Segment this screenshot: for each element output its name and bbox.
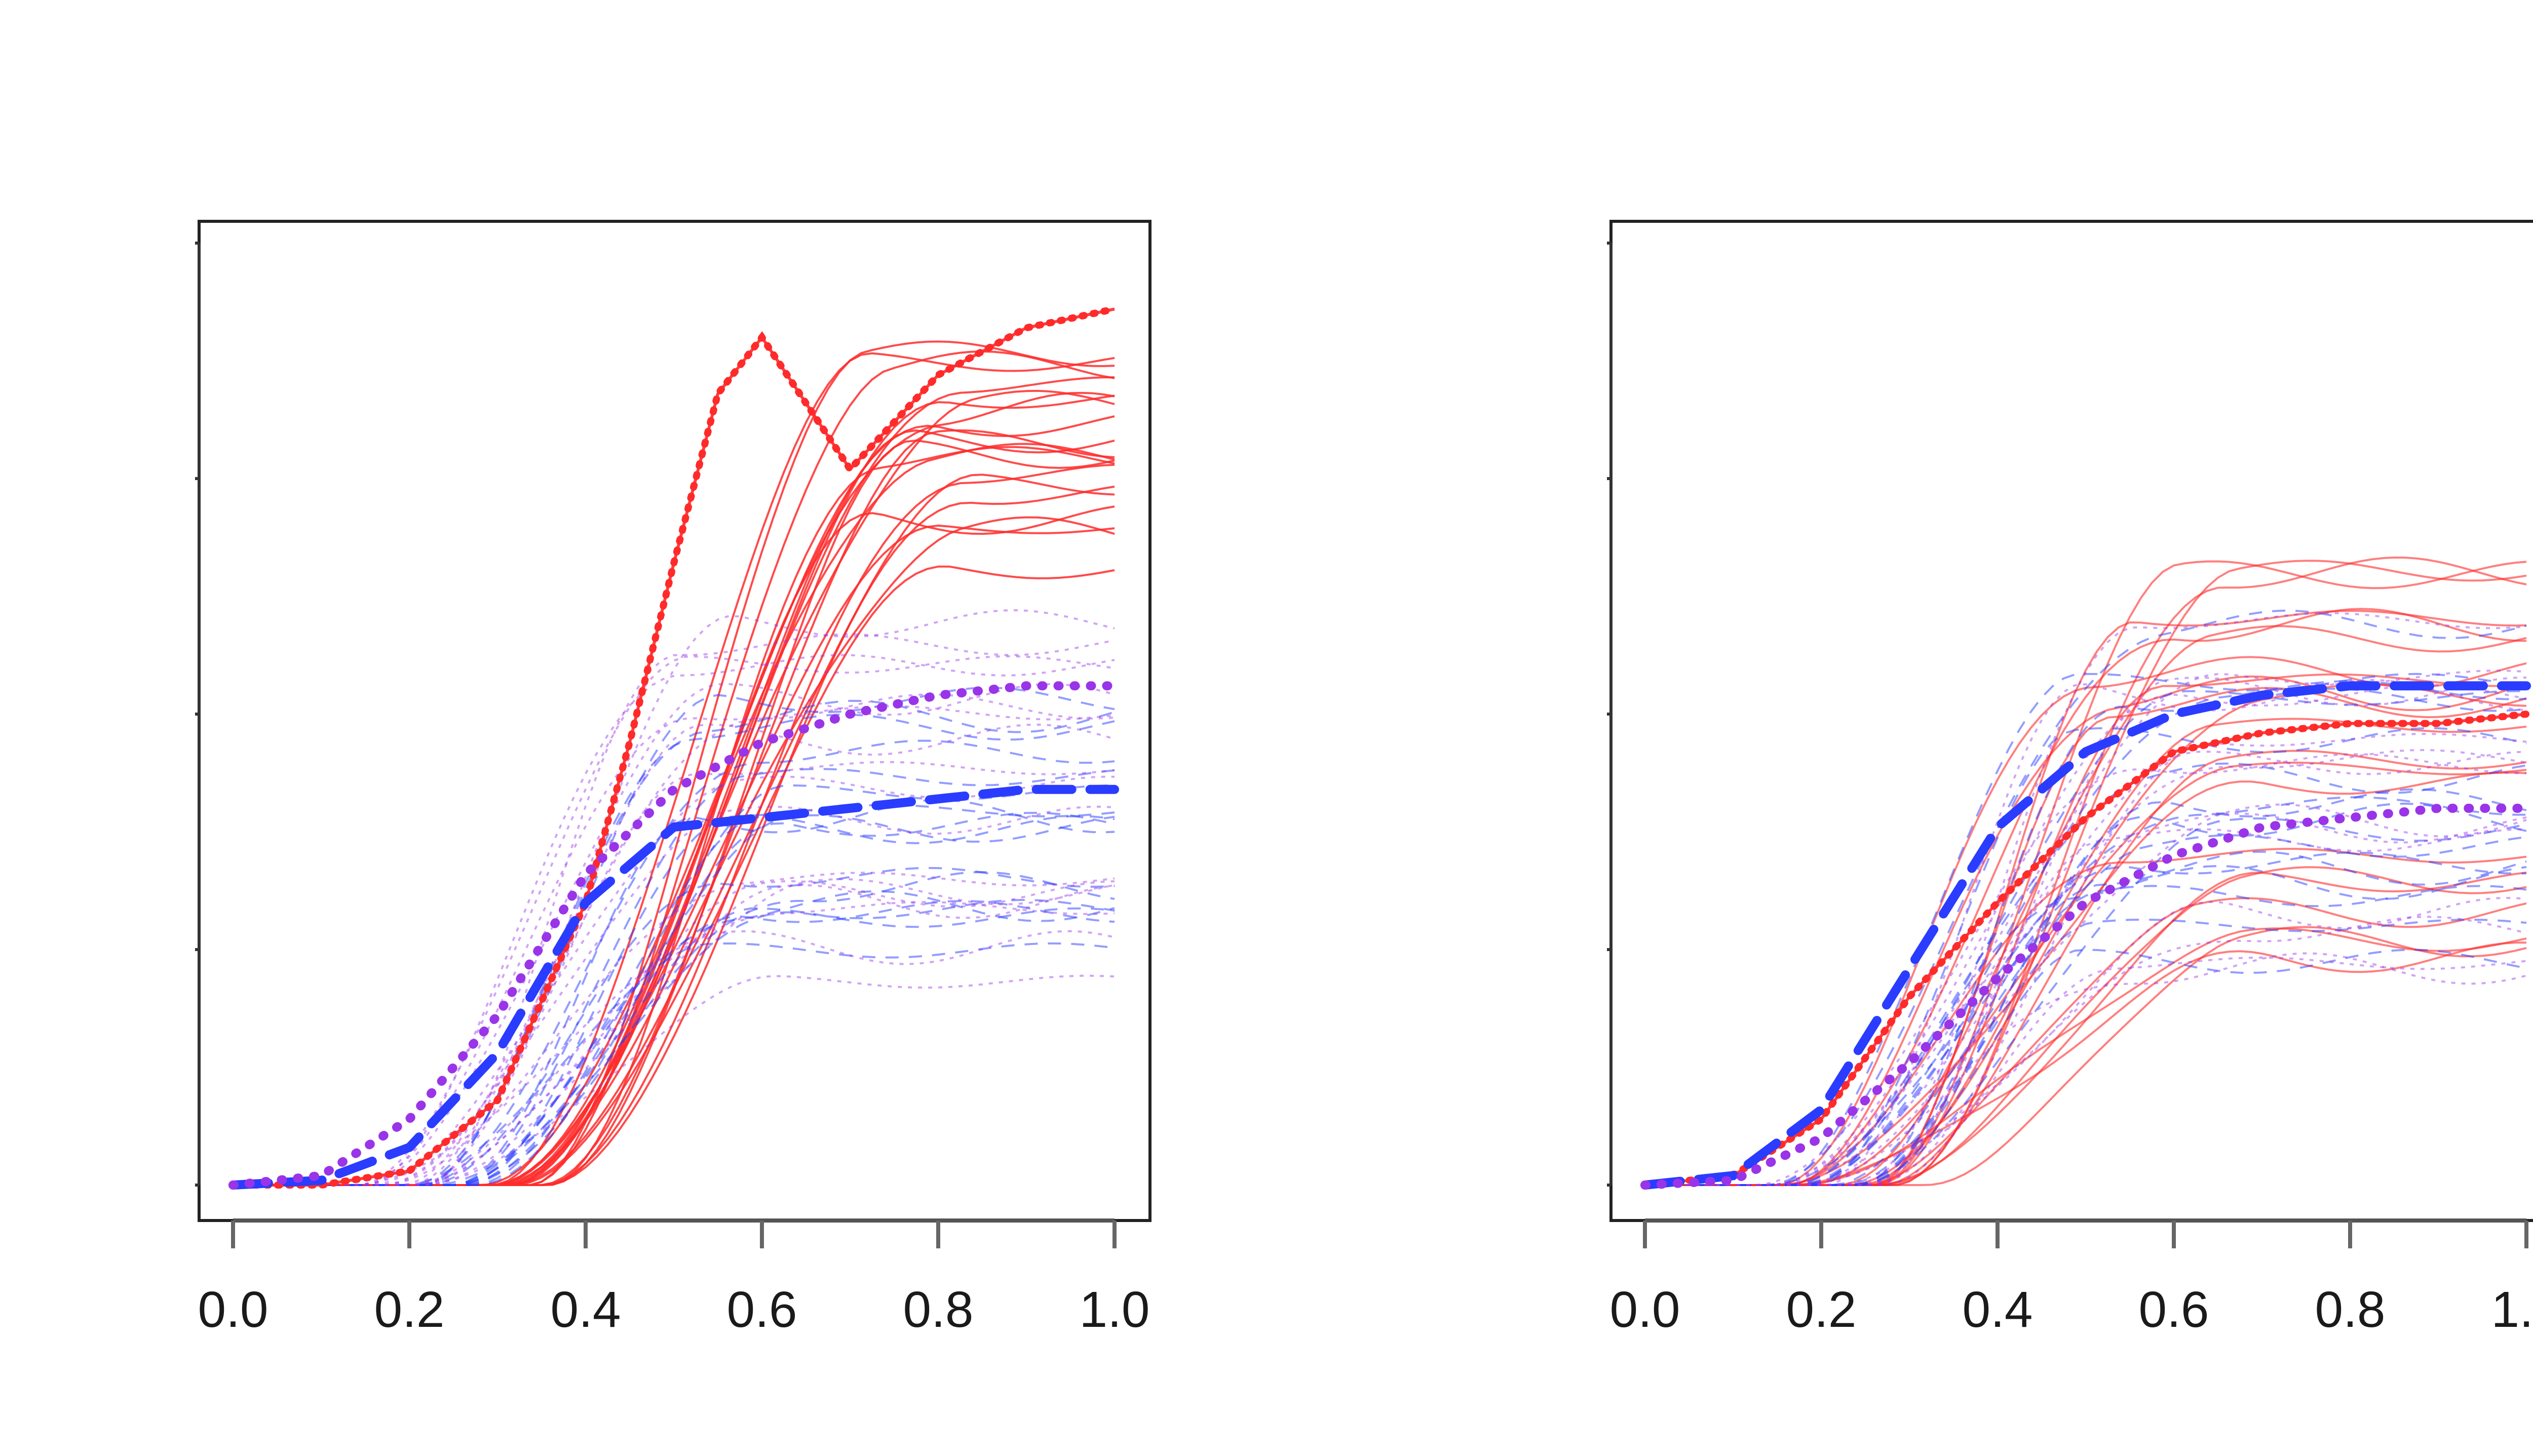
sample-curve	[233, 878, 1115, 1186]
sample-curve	[1645, 679, 2527, 1186]
sample-curve	[1645, 952, 2527, 1186]
sample-curve	[1645, 916, 2527, 1186]
sample-curve	[1645, 673, 2527, 1186]
x-tick-label: 0.6	[726, 1281, 797, 1338]
sample-curve	[233, 880, 1115, 1186]
mean-curve-purple-dotted-thick	[228, 681, 1119, 1190]
sample-curve	[233, 775, 1115, 1186]
x-tick-label: 0.4	[550, 1281, 621, 1338]
sample-curve	[1645, 896, 2527, 1186]
sample-curve	[1645, 733, 2527, 1186]
sample-curve	[233, 654, 1115, 1186]
sample-curve	[233, 815, 1115, 1186]
sample-curve	[233, 633, 1115, 1186]
mean-curve-red-dotted-thick	[229, 305, 1118, 1189]
x-tick-label: 0.8	[2315, 1281, 2385, 1338]
x-tick-label: 1.0	[2491, 1281, 2533, 1338]
x-tick-label: 1.0	[1079, 1281, 1149, 1338]
x-tick-label: 0.4	[1962, 1281, 2032, 1338]
sample-curve	[1645, 670, 2527, 1186]
sample-curve	[1645, 609, 2527, 1186]
sample-curve	[1645, 828, 2527, 1186]
x-tick-label: 0.0	[198, 1281, 268, 1338]
mean-curve-red-dotted-thick	[1641, 711, 2530, 1189]
x-tick-label: 0.6	[2138, 1281, 2209, 1338]
sample-curve	[233, 705, 1115, 1186]
sample-curve	[1645, 751, 2527, 1186]
sample-curve	[233, 683, 1115, 1186]
mean-curve-blue-dashed-thick	[228, 784, 1119, 1190]
sample-curve	[1645, 749, 2527, 1186]
sample-curve	[1645, 612, 2527, 1186]
x-tick-label: 0.2	[374, 1281, 444, 1338]
mean-curve-purple-dotted-thick	[1640, 804, 2531, 1190]
mean-curve-blue-dashed-thick	[1640, 681, 2531, 1190]
sample-curve	[1645, 796, 2527, 1186]
x-tick-label: 0.2	[1786, 1281, 1856, 1338]
left-panel: 0.0 0.2 0.4 0.6 0.8 1.0	[195, 220, 1152, 1338]
sample-curve	[233, 884, 1115, 1186]
x-tick-label: 0.0	[1609, 1281, 1680, 1338]
plot-frame	[198, 220, 1152, 1222]
sample-curve	[233, 723, 1115, 1186]
sample-curve	[233, 655, 1115, 1186]
sample-curve	[1645, 864, 2527, 1186]
right-panel: 0.0 0.2 0.4 0.6 0.8 1.0	[1607, 220, 2533, 1338]
x-tick-label: 0.8	[903, 1281, 973, 1338]
